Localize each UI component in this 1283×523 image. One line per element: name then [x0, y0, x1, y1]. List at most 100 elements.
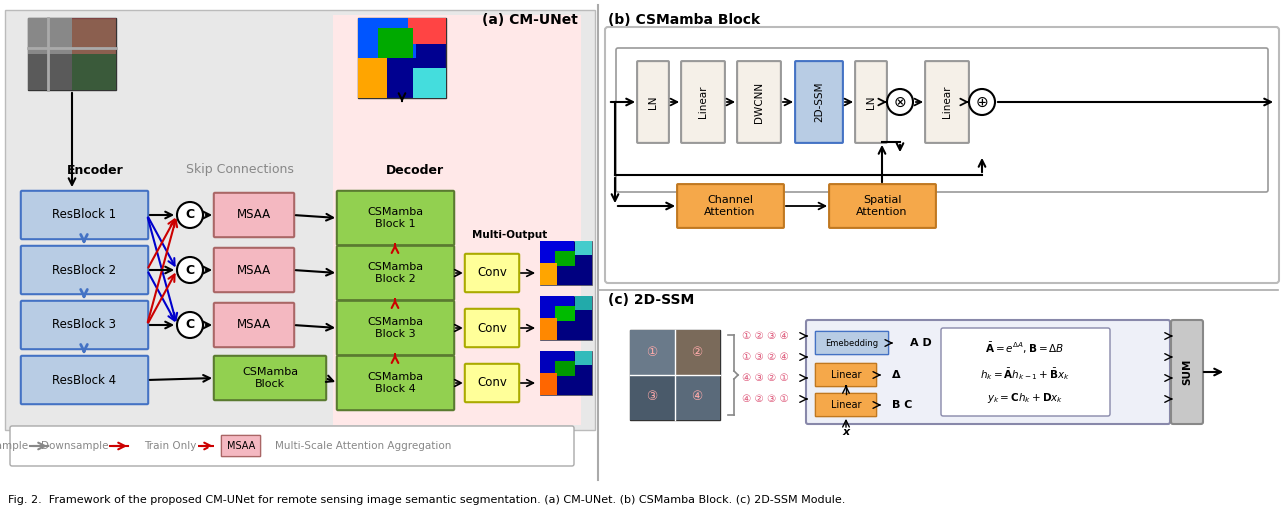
FancyBboxPatch shape [616, 48, 1268, 192]
Bar [540, 296, 574, 318]
FancyBboxPatch shape [925, 61, 969, 143]
Text: CSMamba
Block 1: CSMamba Block 1 [367, 207, 423, 229]
FancyBboxPatch shape [816, 363, 876, 386]
Bar [540, 263, 557, 285]
FancyBboxPatch shape [816, 393, 876, 417]
Text: DWCNN: DWCNN [754, 82, 763, 122]
FancyBboxPatch shape [337, 246, 454, 300]
Text: Linear: Linear [942, 86, 952, 118]
Bar [334, 15, 581, 425]
Bar [540, 373, 557, 395]
Text: SUM: SUM [1182, 359, 1192, 385]
FancyBboxPatch shape [677, 184, 784, 228]
FancyBboxPatch shape [21, 246, 149, 294]
Bar [540, 241, 574, 263]
Bar [72, 18, 115, 54]
Bar [575, 241, 591, 255]
Text: MSAA: MSAA [237, 319, 271, 332]
FancyBboxPatch shape [10, 426, 574, 466]
Bar [408, 18, 446, 44]
Text: 2D-SSM: 2D-SSM [813, 82, 824, 122]
FancyBboxPatch shape [337, 301, 454, 355]
Text: CSMamba
Block 2: CSMamba Block 2 [367, 262, 423, 284]
Text: ②: ② [692, 346, 703, 358]
Text: Spatial
Attention: Spatial Attention [856, 195, 908, 217]
Text: Downsample: Downsample [41, 441, 108, 451]
Bar [675, 330, 720, 375]
Text: Linear: Linear [831, 400, 861, 410]
Text: Linear: Linear [831, 370, 861, 380]
Bar [28, 18, 72, 54]
Bar [540, 296, 591, 340]
FancyBboxPatch shape [214, 193, 294, 237]
Text: ResBlock 1: ResBlock 1 [51, 209, 115, 222]
Text: Conv: Conv [477, 267, 507, 279]
Bar [413, 68, 446, 98]
Bar [378, 28, 413, 58]
Bar [540, 351, 574, 373]
Text: Linear: Linear [698, 86, 708, 118]
Text: ③: ③ [647, 391, 658, 404]
Bar [575, 351, 591, 365]
Text: CSMamba
Block 4: CSMamba Block 4 [367, 372, 423, 394]
Text: ④ ② ③ ①: ④ ② ③ ① [742, 394, 789, 404]
Text: Channel
Attention: Channel Attention [704, 195, 756, 217]
Text: $h_k=\bar{\mathbf{A}}h_{k-1}+\bar{\mathbf{B}}x_k$: $h_k=\bar{\mathbf{A}}h_{k-1}+\bar{\mathb… [980, 366, 1070, 382]
FancyBboxPatch shape [829, 184, 935, 228]
Text: Upsample: Upsample [0, 441, 28, 451]
Text: LN: LN [866, 95, 876, 109]
Text: Fig. 2.  Framework of the proposed CM-UNet for remote sensing image semantic seg: Fig. 2. Framework of the proposed CM-UNe… [8, 495, 845, 505]
Bar [630, 330, 675, 375]
FancyBboxPatch shape [806, 320, 1170, 424]
FancyBboxPatch shape [795, 61, 843, 143]
Text: Multi-Output: Multi-Output [472, 230, 548, 240]
Bar [540, 241, 591, 285]
FancyBboxPatch shape [222, 436, 260, 457]
Text: (c) 2D-SSM: (c) 2D-SSM [608, 293, 694, 307]
FancyBboxPatch shape [21, 191, 149, 239]
Circle shape [177, 257, 203, 283]
FancyBboxPatch shape [214, 248, 294, 292]
FancyBboxPatch shape [940, 328, 1110, 416]
FancyBboxPatch shape [854, 61, 887, 143]
Text: $y_k=\mathbf{C}h_k+\mathbf{D}x_k$: $y_k=\mathbf{C}h_k+\mathbf{D}x_k$ [987, 391, 1064, 405]
Text: ①: ① [647, 346, 658, 358]
Text: ④ ③ ② ①: ④ ③ ② ① [742, 373, 789, 383]
Bar [630, 330, 720, 420]
FancyBboxPatch shape [214, 303, 294, 347]
Bar [556, 251, 575, 266]
FancyBboxPatch shape [21, 301, 149, 349]
Bar [540, 318, 557, 340]
Circle shape [177, 202, 203, 228]
Text: C: C [186, 209, 195, 222]
Bar [540, 351, 591, 395]
Text: ResBlock 3: ResBlock 3 [53, 319, 115, 332]
Text: ResBlock 4: ResBlock 4 [51, 373, 115, 386]
Text: ① ② ③ ④: ① ② ③ ④ [742, 331, 789, 341]
FancyBboxPatch shape [464, 309, 520, 347]
Text: Conv: Conv [477, 322, 507, 335]
Text: ⊕: ⊕ [975, 95, 988, 109]
FancyBboxPatch shape [638, 61, 668, 143]
FancyBboxPatch shape [214, 356, 326, 400]
Text: ResBlock 2: ResBlock 2 [51, 264, 115, 277]
Text: MSAA: MSAA [237, 264, 271, 277]
Bar [556, 361, 575, 376]
FancyBboxPatch shape [337, 191, 454, 245]
Text: CSMamba
Block 3: CSMamba Block 3 [367, 317, 423, 339]
Text: Decoder: Decoder [386, 164, 444, 176]
Text: Δ: Δ [892, 370, 901, 380]
Text: x: x [843, 427, 849, 437]
Bar [575, 296, 591, 310]
Text: Skip Connections: Skip Connections [186, 164, 294, 176]
Bar [28, 18, 115, 90]
Text: C: C [186, 264, 195, 277]
Bar [28, 54, 72, 90]
Text: $\bar{\mathbf{A}}=e^{\Delta A}, \mathbf{B}=\Delta B$: $\bar{\mathbf{A}}=e^{\Delta A}, \mathbf{… [985, 340, 1065, 356]
Circle shape [177, 312, 203, 338]
Text: Train Only: Train Only [144, 441, 196, 451]
Text: Multi-Scale Attention Aggregation: Multi-Scale Attention Aggregation [275, 441, 452, 451]
Text: A D: A D [910, 338, 931, 348]
Bar [358, 18, 416, 58]
Text: MSAA: MSAA [227, 441, 255, 451]
